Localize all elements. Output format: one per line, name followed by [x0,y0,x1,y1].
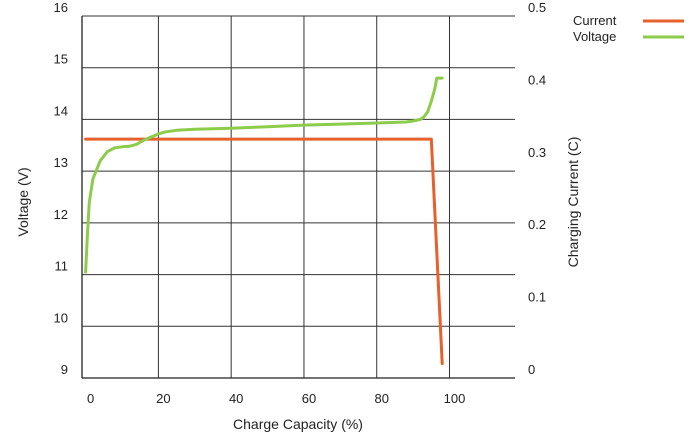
y-left-tick-label: 10 [54,310,68,325]
x-tick-labels: 0 20 40 60 80 100 [87,391,465,406]
axes [81,16,515,379]
legend-label-current: Current [573,13,617,28]
x-tick-label: 20 [156,391,170,406]
x-tick-label: 40 [229,391,243,406]
x-axis-title: Charge Capacity (%) [233,416,363,432]
y-left-tick-label: 12 [54,207,68,222]
y-left-tick-label: 16 [54,0,68,15]
y-right-tick-label: 0.3 [528,145,546,160]
x-tick-label: 80 [374,391,388,406]
y-left-tick-label: 13 [54,155,68,170]
y-right-tick-label: 0 [528,362,535,377]
y-right-tick-labels: 0 0.1 0.2 0.3 0.4 0.5 [528,0,546,377]
y-left-tick-label: 15 [54,52,68,67]
series-lines [84,76,444,365]
series-line-current [84,137,444,365]
x-tick-label: 0 [87,391,94,406]
y-right-axis-title: Charging Current (C) [565,137,581,268]
y-right-tick-label: 0.1 [528,290,546,305]
y-left-axis-title: Voltage (V) [15,167,31,236]
grid-lines [82,15,515,378]
y-left-tick-label: 11 [55,259,69,274]
y-right-tick-label: 0.4 [528,72,546,87]
x-tick-label: 60 [302,391,316,406]
y-left-tick-labels: 9 10 11 12 13 14 15 16 [54,0,68,377]
y-left-tick-label: 14 [54,103,68,118]
y-left-tick-label: 9 [61,362,68,377]
series-line-voltage [84,76,444,274]
y-right-tick-label: 0.2 [528,217,546,232]
y-right-tick-label: 0.5 [528,0,546,15]
x-tick-label: 100 [444,391,466,406]
legend-label-voltage: Voltage [573,29,616,44]
